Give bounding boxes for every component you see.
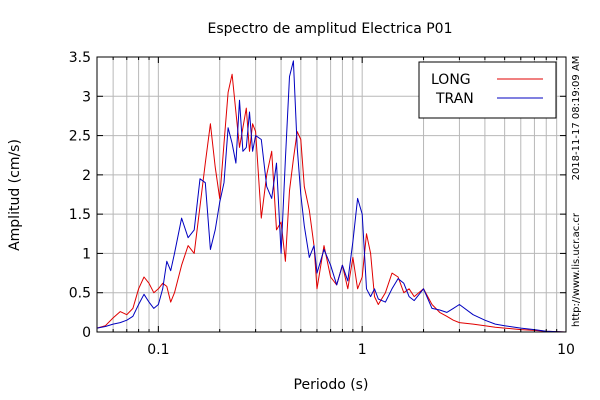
y-tick-label: 3 bbox=[82, 89, 91, 105]
y-tick-label: 0.5 bbox=[69, 286, 91, 302]
y-tick-label: 2.5 bbox=[69, 129, 91, 145]
legend: LONG TRAN bbox=[418, 61, 557, 119]
series-line-tran bbox=[96, 60, 567, 333]
timestamp-text: 2018-11-17 08:19:09 AM bbox=[571, 56, 582, 181]
grid bbox=[97, 57, 566, 332]
ticks: 0 0.5 1 1.5 2 2.5 3 3.5 0.1 1 10 bbox=[69, 50, 575, 358]
y-tick-label: 1 bbox=[82, 246, 91, 262]
chart-title: Espectro de amplitud Electrica P01 bbox=[208, 21, 453, 37]
x-axis-label: Periodo (s) bbox=[294, 377, 369, 393]
x-tick-label: 10 bbox=[557, 342, 575, 358]
x-tick-label: 0.1 bbox=[147, 342, 169, 358]
legend-label-long: LONG bbox=[431, 72, 471, 88]
y-tick-label: 2 bbox=[82, 168, 91, 184]
y-tick-label: 1.5 bbox=[69, 207, 91, 223]
y-axis-label: Amplitud (cm/s) bbox=[7, 139, 23, 251]
x-tick-label: 1 bbox=[358, 342, 367, 358]
legend-box bbox=[418, 61, 557, 119]
series-group bbox=[96, 60, 567, 333]
plot-frame bbox=[96, 56, 567, 333]
url-text: http://www.lis.ucr.ac.cr bbox=[571, 212, 582, 327]
y-tick-label: 0 bbox=[82, 325, 91, 341]
y-tick-label: 3.5 bbox=[69, 50, 91, 66]
legend-label-tran: TRAN bbox=[435, 91, 474, 107]
